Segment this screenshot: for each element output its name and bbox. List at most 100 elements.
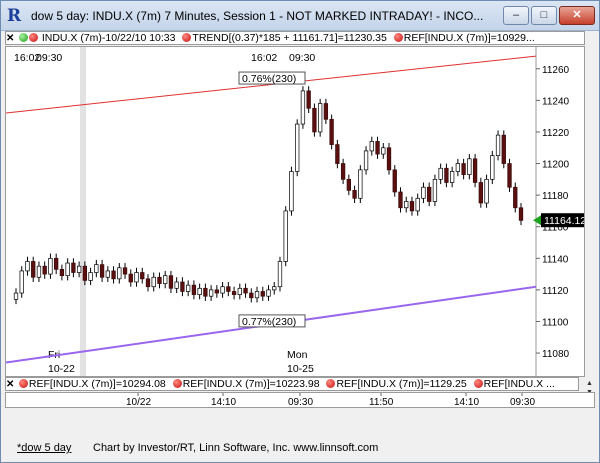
candle[interactable] <box>203 283 208 301</box>
candle[interactable] <box>94 259 99 278</box>
candle[interactable] <box>19 266 24 298</box>
candle[interactable] <box>54 253 59 275</box>
candle[interactable] <box>300 86 306 129</box>
candle[interactable] <box>455 158 461 177</box>
candle[interactable] <box>277 256 283 292</box>
candle[interactable] <box>42 261 47 279</box>
candle[interactable] <box>495 130 501 161</box>
candle[interactable] <box>461 158 466 180</box>
candle[interactable] <box>295 119 300 177</box>
candle[interactable] <box>231 286 237 300</box>
candle[interactable] <box>444 163 449 188</box>
candle[interactable] <box>312 103 317 137</box>
legend-symbol[interactable]: INDU.X (7m)-10/22/10 10:33 <box>18 32 176 44</box>
legend-ref-item[interactable]: REF[INDU.X (7m)]=10223.98 <box>172 378 320 390</box>
candle[interactable] <box>404 196 409 213</box>
candle[interactable] <box>386 143 392 175</box>
candle[interactable] <box>467 154 472 180</box>
candle[interactable] <box>208 285 214 301</box>
title-bar[interactable]: R dow 5 day: INDU.X (7m) 7 Minutes, Sess… <box>1 1 599 31</box>
candle[interactable] <box>501 130 506 169</box>
price-chart[interactable]: 11080 11100 11120 11140 11160 11180 11200 11220… <box>5 46 587 377</box>
candle[interactable] <box>48 253 53 279</box>
candle[interactable] <box>363 146 369 175</box>
legend-ref-item[interactable]: REF[INDU.X ... <box>473 378 555 390</box>
candle[interactable] <box>88 267 93 286</box>
candle[interactable] <box>71 258 76 278</box>
legend-ref[interactable]: REF[INDU.X (7m)]=10929... <box>393 32 535 44</box>
candle[interactable] <box>329 114 334 150</box>
candle[interactable] <box>352 185 357 204</box>
candle[interactable] <box>266 285 271 301</box>
candle[interactable] <box>369 136 374 156</box>
time-axis-scrollbar[interactable]: 10/22 14:10 09:30 11:50 14:10 09:30 <box>5 392 595 408</box>
candle[interactable] <box>432 174 438 207</box>
candle[interactable] <box>272 281 277 295</box>
candle[interactable] <box>82 261 88 286</box>
candle[interactable] <box>237 283 242 300</box>
candle[interactable] <box>289 166 294 216</box>
candle[interactable] <box>358 165 363 204</box>
candle[interactable] <box>484 174 489 208</box>
candle[interactable] <box>507 158 512 192</box>
candle[interactable] <box>140 267 145 284</box>
candle[interactable] <box>340 158 346 185</box>
candle[interactable] <box>59 264 65 281</box>
candle[interactable] <box>375 136 380 159</box>
candle[interactable] <box>36 261 42 282</box>
legend-ref-item[interactable]: REF[INDU.X (7m)]=10294.08 <box>18 378 166 390</box>
candle[interactable] <box>145 274 151 292</box>
candle[interactable] <box>151 272 156 292</box>
candle[interactable] <box>518 203 524 226</box>
candle[interactable] <box>180 277 185 297</box>
legend-trend[interactable]: TREND[(0.37)*185 + 11161.71]=11230.35 <box>182 32 387 44</box>
candle[interactable] <box>31 256 36 282</box>
candle[interactable] <box>174 277 179 294</box>
candle[interactable] <box>191 280 197 300</box>
maximize-button[interactable]: □ <box>531 6 557 25</box>
candle[interactable] <box>186 280 191 297</box>
legend-close-icon[interactable]: ✕ <box>6 379 15 390</box>
candle[interactable] <box>117 263 122 284</box>
candle[interactable] <box>306 86 311 114</box>
candle[interactable] <box>392 165 397 197</box>
candle[interactable] <box>214 285 220 298</box>
candle[interactable] <box>25 256 30 276</box>
candle[interactable] <box>317 98 323 137</box>
candle[interactable] <box>76 261 82 278</box>
candle[interactable] <box>478 177 483 208</box>
candle[interactable] <box>398 187 403 213</box>
candle[interactable] <box>490 150 495 185</box>
candle[interactable] <box>111 266 116 284</box>
candle[interactable] <box>128 269 133 287</box>
legend-close-icon[interactable]: ✕ <box>6 33 15 44</box>
candle[interactable] <box>13 288 19 305</box>
candle[interactable] <box>472 154 478 188</box>
minimize-button[interactable]: – <box>503 6 529 25</box>
candle[interactable] <box>427 182 432 207</box>
candle[interactable] <box>346 174 351 196</box>
candle[interactable] <box>254 286 260 303</box>
candle[interactable] <box>197 283 202 300</box>
candle[interactable] <box>226 281 231 297</box>
candle[interactable] <box>122 263 128 279</box>
candle[interactable] <box>381 143 386 159</box>
candle[interactable] <box>409 196 415 216</box>
candle[interactable] <box>513 182 518 213</box>
candle[interactable] <box>243 283 248 298</box>
candle[interactable] <box>134 267 139 287</box>
candle[interactable] <box>335 139 340 169</box>
candle[interactable] <box>105 266 110 282</box>
candle[interactable] <box>65 258 70 281</box>
candle[interactable] <box>260 286 265 301</box>
candle[interactable] <box>449 166 455 188</box>
chart-canvas[interactable]: 11080 11100 11120 11140 11160 11180 11200 11220… <box>5 47 587 376</box>
candle[interactable] <box>163 270 168 289</box>
candle[interactable] <box>220 281 225 298</box>
candle[interactable] <box>99 259 105 282</box>
close-button[interactable]: ✕ <box>559 6 595 25</box>
candle[interactable] <box>249 288 254 303</box>
candle[interactable] <box>283 206 288 267</box>
candle[interactable] <box>323 98 329 125</box>
candle[interactable] <box>438 163 443 185</box>
